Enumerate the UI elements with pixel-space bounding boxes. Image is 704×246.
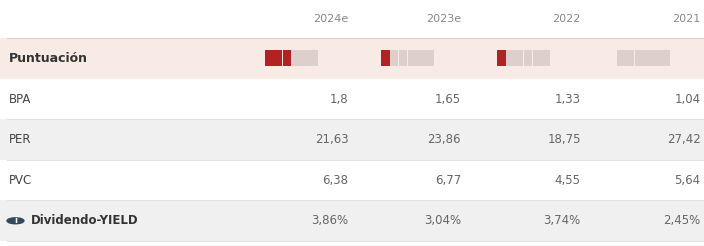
- Text: i: i: [14, 216, 17, 225]
- Text: PVC: PVC: [8, 174, 32, 187]
- FancyBboxPatch shape: [506, 50, 515, 66]
- FancyBboxPatch shape: [643, 50, 652, 66]
- Bar: [0, 160, 704, 200]
- FancyBboxPatch shape: [617, 50, 626, 66]
- FancyBboxPatch shape: [541, 50, 550, 66]
- FancyBboxPatch shape: [652, 50, 660, 66]
- Text: 2024e: 2024e: [313, 14, 348, 24]
- FancyBboxPatch shape: [309, 50, 318, 66]
- Text: 3,86%: 3,86%: [311, 214, 348, 227]
- Text: 21,63: 21,63: [315, 133, 348, 146]
- Bar: [0, 119, 704, 160]
- Bar: [0, 38, 704, 79]
- FancyBboxPatch shape: [265, 50, 273, 66]
- Text: 1,04: 1,04: [674, 92, 700, 106]
- Text: PER: PER: [8, 133, 31, 146]
- FancyBboxPatch shape: [390, 50, 398, 66]
- FancyBboxPatch shape: [533, 50, 541, 66]
- FancyBboxPatch shape: [515, 50, 523, 66]
- Bar: [0, 79, 704, 119]
- Text: 27,42: 27,42: [667, 133, 700, 146]
- Text: 2023e: 2023e: [426, 14, 461, 24]
- FancyBboxPatch shape: [283, 50, 291, 66]
- Text: 23,86: 23,86: [427, 133, 461, 146]
- Text: 2022: 2022: [553, 14, 581, 24]
- FancyBboxPatch shape: [524, 50, 532, 66]
- Text: 18,75: 18,75: [547, 133, 581, 146]
- FancyBboxPatch shape: [635, 50, 643, 66]
- Text: 3,74%: 3,74%: [543, 214, 581, 227]
- Text: 3,04%: 3,04%: [424, 214, 461, 227]
- FancyBboxPatch shape: [291, 50, 300, 66]
- Text: 2,45%: 2,45%: [663, 214, 700, 227]
- Text: Puntuación: Puntuación: [8, 52, 87, 65]
- Text: 1,65: 1,65: [435, 92, 461, 106]
- FancyBboxPatch shape: [301, 50, 309, 66]
- Text: 6,38: 6,38: [322, 174, 348, 187]
- FancyBboxPatch shape: [417, 50, 425, 66]
- Text: 2021: 2021: [672, 14, 700, 24]
- Bar: [0, 200, 704, 241]
- Circle shape: [7, 218, 24, 224]
- FancyBboxPatch shape: [497, 50, 505, 66]
- FancyBboxPatch shape: [382, 50, 390, 66]
- Text: 4,55: 4,55: [555, 174, 581, 187]
- FancyBboxPatch shape: [274, 50, 282, 66]
- Text: 1,33: 1,33: [555, 92, 581, 106]
- Text: 6,77: 6,77: [435, 174, 461, 187]
- FancyBboxPatch shape: [408, 50, 416, 66]
- Text: Dividendo-YIELD: Dividendo-YIELD: [31, 214, 139, 227]
- FancyBboxPatch shape: [661, 50, 670, 66]
- FancyBboxPatch shape: [399, 50, 407, 66]
- FancyBboxPatch shape: [626, 50, 634, 66]
- Text: 5,64: 5,64: [674, 174, 700, 187]
- Text: 1,8: 1,8: [330, 92, 348, 106]
- Bar: [0, 0, 704, 38]
- FancyBboxPatch shape: [425, 50, 434, 66]
- Text: BPA: BPA: [8, 92, 31, 106]
